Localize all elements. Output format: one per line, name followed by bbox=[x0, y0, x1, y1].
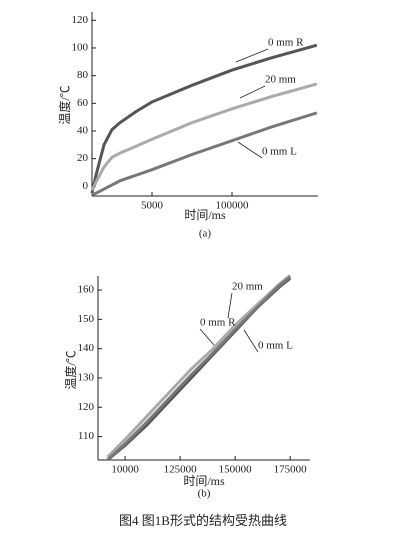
y-tick-label: 80 bbox=[77, 69, 89, 81]
series-label: 0 mm L bbox=[258, 340, 293, 352]
series-label: 0 mm R bbox=[200, 317, 236, 329]
y-tick-label: 100 bbox=[72, 42, 89, 54]
y-tick-label: 60 bbox=[77, 97, 89, 109]
y-tick-label: 120 bbox=[72, 14, 89, 26]
leader-line bbox=[227, 292, 233, 319]
leader-line bbox=[199, 328, 215, 346]
series-line bbox=[90, 82, 318, 192]
series-label: 20 mm bbox=[232, 281, 263, 293]
y-tick-label: 130 bbox=[78, 371, 95, 383]
y-tick-label: 140 bbox=[78, 342, 95, 354]
x-tick-label: 10000 bbox=[111, 464, 139, 476]
series-line bbox=[91, 111, 318, 197]
y-tick-label: 150 bbox=[78, 313, 95, 325]
series-line bbox=[90, 43, 318, 194]
y-tick-label: 120 bbox=[78, 401, 95, 413]
subtitle: (a) bbox=[199, 228, 212, 240]
y-axis-label: 温度/℃ bbox=[63, 350, 78, 389]
subtitle: (b) bbox=[198, 488, 211, 500]
x-tick-label: 100000 bbox=[216, 200, 250, 212]
y-tick-label: 160 bbox=[78, 284, 95, 296]
series-line bbox=[106, 274, 292, 459]
x-axis-label: 时间/ms bbox=[183, 474, 225, 488]
series-label: 0 mm R bbox=[268, 37, 304, 49]
y-axis-label: 温度/℃ bbox=[57, 85, 72, 124]
leader-line bbox=[237, 141, 263, 159]
series-label: 0 mm L bbox=[262, 146, 297, 158]
x-tick-label: 125000 bbox=[164, 464, 198, 476]
leader-line bbox=[239, 85, 266, 99]
series-label: 20 mm bbox=[265, 74, 296, 86]
leader-line bbox=[243, 329, 259, 353]
x-tick-label: 5000 bbox=[141, 200, 164, 212]
x-axis-label: 时间/ms bbox=[184, 208, 226, 222]
leader-line bbox=[235, 48, 269, 63]
x-tick-label: 150000 bbox=[219, 464, 253, 476]
x-tick-label: 175000 bbox=[274, 464, 308, 476]
y-tick-label: 40 bbox=[77, 125, 89, 137]
y-tick-label: 110 bbox=[78, 430, 95, 442]
y-tick-label: 20 bbox=[77, 152, 89, 164]
series-line bbox=[106, 275, 292, 462]
caption: 图4 图1B形式的结构受热曲线 bbox=[119, 513, 287, 528]
y-tick-label: 0 bbox=[83, 180, 89, 192]
